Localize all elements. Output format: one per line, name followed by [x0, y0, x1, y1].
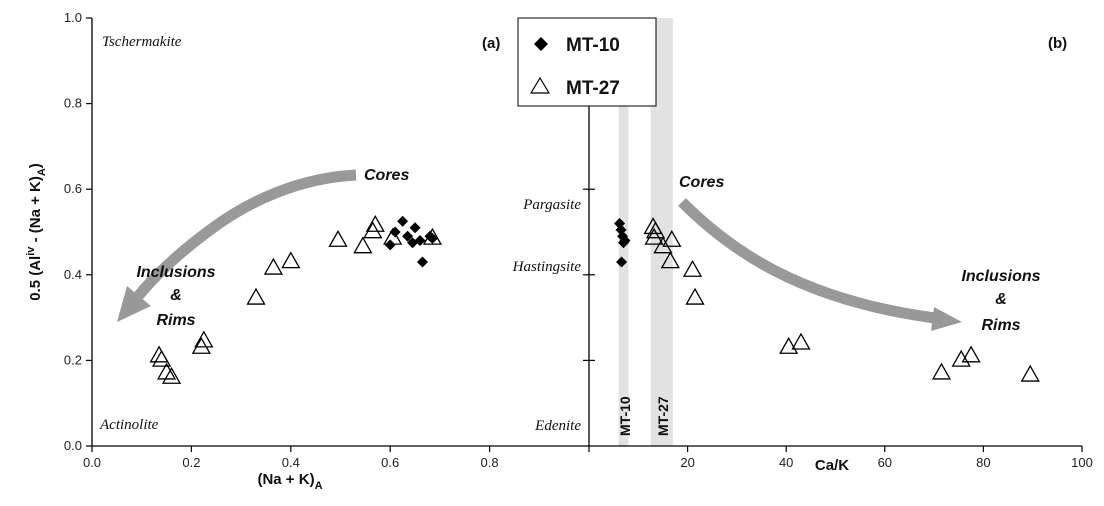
point-triangle	[685, 287, 705, 305]
point-triangle	[161, 366, 182, 384]
point-triangle	[246, 287, 266, 305]
y-axis-title: 0.5 (Aliv - (Na + K)A)	[25, 163, 48, 301]
field-label-actinolite: Actinolite	[99, 417, 159, 433]
x-tick-label-b: 20	[680, 455, 694, 470]
point-triangle	[660, 251, 680, 269]
point-diamond	[389, 226, 401, 238]
point-triangle	[194, 330, 214, 348]
legend-triangle-marker	[529, 76, 551, 94]
point-triangle	[931, 362, 952, 380]
y-tick-label: 0.8	[64, 96, 82, 111]
point-triangle	[779, 336, 799, 354]
arrow-a-head	[117, 286, 151, 322]
field-label-tschermakite: Tschermakite	[102, 34, 182, 50]
y-tick-label: 0.2	[64, 352, 82, 367]
y-tick-label: 0.4	[64, 267, 82, 282]
arrow-b-head	[931, 307, 962, 331]
point-triangle	[363, 221, 383, 239]
point-triangle	[682, 259, 703, 277]
legend-label-mt27: MT-27	[566, 78, 620, 99]
field-label-hastingsite: Hastingsite	[512, 259, 582, 275]
band-mt-27	[650, 18, 673, 446]
point-triangle	[353, 236, 373, 254]
x-tick-label-b: 80	[976, 455, 990, 470]
band-label-mt10: MT-10	[617, 396, 633, 436]
point-diamond	[397, 215, 409, 227]
point-diamond	[417, 256, 429, 268]
annotation-rims-b: Rims	[981, 317, 1020, 334]
y-tick-label: 0.6	[64, 181, 82, 196]
tick-labels: 0.0 0.2 0.4 0.6 0.8 1.0 0.0 0.2 0.4 0.6 0.8 20 40 60 8…	[64, 10, 1093, 470]
annotation-amp-b: &	[995, 291, 1007, 308]
x-axis-title-a: (Na + K)A	[257, 471, 322, 492]
x-tick-label-b: 60	[878, 455, 892, 470]
point-triangle	[281, 251, 301, 269]
point-diamond	[402, 230, 414, 242]
point-triangle	[791, 332, 811, 350]
point-triangle	[191, 336, 211, 354]
panel-label-b: (b)	[1048, 35, 1067, 52]
arrow-b-shaft	[678, 198, 936, 324]
annotation-cores-a: Cores	[364, 167, 409, 184]
x-tick-label-b: 100	[1071, 455, 1093, 470]
x-tick-label-a: 0.2	[182, 455, 200, 470]
point-triangle	[156, 362, 177, 380]
annotation-inclusions-b: Inclusions	[961, 268, 1040, 285]
point-triangle	[365, 214, 385, 232]
point-triangle	[151, 349, 172, 367]
band-label-mt27: MT-27	[655, 396, 671, 436]
point-triangle	[263, 257, 284, 275]
legend-diamond-marker	[534, 37, 548, 51]
point-triangle	[644, 227, 664, 245]
point-triangle	[645, 221, 666, 239]
point-triangle	[1020, 364, 1040, 382]
point-diamond	[384, 239, 396, 251]
point-triangle	[328, 229, 348, 247]
legend: MT-10 MT-27	[517, 17, 657, 107]
arrow-a-shaft	[130, 169, 357, 304]
point-diamond	[409, 222, 421, 234]
point-triangle	[951, 349, 971, 367]
y-tick-label: 1.0	[64, 10, 82, 25]
x-tick-label-a: 0.4	[282, 455, 300, 470]
data-points	[149, 214, 1040, 384]
x-tick-label-a: 0.8	[481, 455, 499, 470]
point-diamond	[616, 256, 628, 268]
trend-arrows	[117, 169, 962, 331]
x-tick-label-a: 0.6	[381, 455, 399, 470]
point-triangle	[653, 236, 673, 254]
y-tick-label: 0.0	[64, 438, 82, 453]
annotation-cores-b: Cores	[679, 174, 724, 191]
point-diamond	[414, 235, 426, 247]
x-tick-label-b: 40	[779, 455, 793, 470]
x-axis-title-b: Ca/K	[815, 457, 849, 474]
point-diamond	[426, 232, 438, 244]
point-diamond	[619, 235, 631, 247]
legend-label-mt10: MT-10	[566, 35, 620, 56]
point-triangle	[961, 345, 981, 363]
annotation-amp-a: &	[170, 287, 182, 304]
point-triangle	[662, 229, 682, 247]
field-label-edenite: Edenite	[534, 418, 581, 434]
x-tick-label-a: 0.0	[83, 455, 101, 470]
annotation-inclusions-a: Inclusions	[136, 264, 215, 281]
panel-label-a: (a)	[482, 35, 500, 52]
field-label-pargasite: Pargasite	[522, 197, 581, 213]
annotation-rims-a: Rims	[156, 312, 195, 329]
